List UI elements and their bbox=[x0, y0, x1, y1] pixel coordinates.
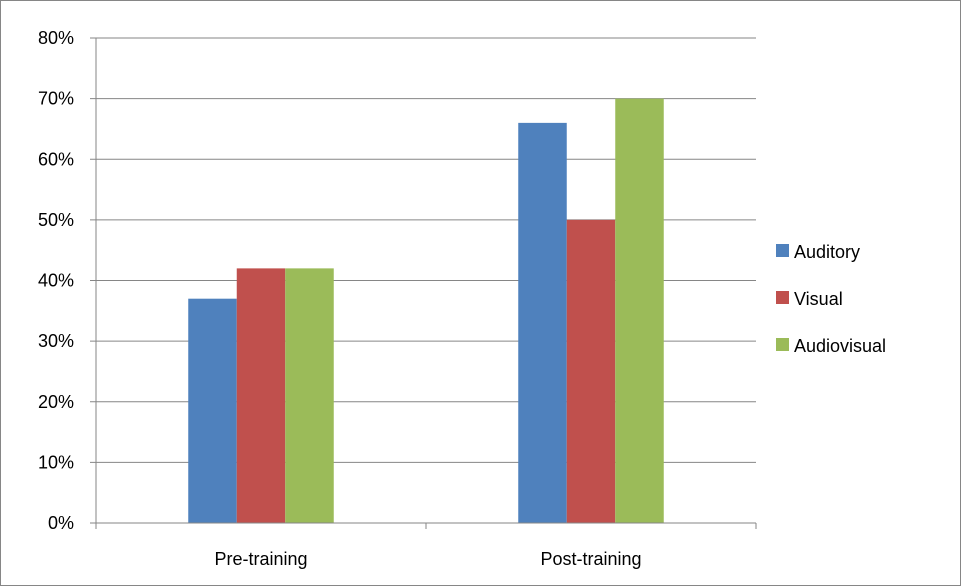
legend-swatch-visual bbox=[776, 291, 789, 304]
x-axis: Pre-training Post-training bbox=[95, 522, 757, 569]
y-tick-label: 0% bbox=[48, 513, 74, 533]
x-tick-label: Post-training bbox=[540, 549, 641, 569]
legend: Auditory Visual Audiovisual bbox=[776, 242, 886, 356]
y-tick-label: 30% bbox=[38, 331, 74, 351]
y-tick-label: 40% bbox=[38, 271, 74, 291]
y-tick-label: 10% bbox=[38, 452, 74, 472]
legend-label-audiovisual: Audiovisual bbox=[794, 336, 886, 356]
bars bbox=[188, 98, 664, 523]
y-tick-label: 80% bbox=[38, 28, 74, 48]
bar-auditory-pre-training bbox=[188, 298, 237, 523]
legend-label-auditory: Auditory bbox=[794, 242, 860, 262]
y-tick-label: 50% bbox=[38, 210, 74, 230]
y-axis: 0% 10% 20% 30% 40% 50% 60% 70% 80% bbox=[38, 28, 97, 533]
bar-visual-post-training bbox=[566, 219, 616, 523]
legend-swatch-auditory bbox=[776, 244, 789, 257]
bar-audiovisual-pre-training bbox=[285, 268, 334, 523]
bar-auditory-post-training bbox=[518, 122, 567, 523]
y-tick-label: 60% bbox=[38, 149, 74, 169]
legend-swatch-audiovisual bbox=[776, 338, 789, 351]
bar-visual-pre-training bbox=[236, 268, 286, 523]
bar-audiovisual-post-training bbox=[615, 98, 664, 523]
y-tick-label: 70% bbox=[38, 89, 74, 109]
legend-label-visual: Visual bbox=[794, 289, 843, 309]
x-tick-label: Pre-training bbox=[214, 549, 307, 569]
y-tick-label: 20% bbox=[38, 392, 74, 412]
